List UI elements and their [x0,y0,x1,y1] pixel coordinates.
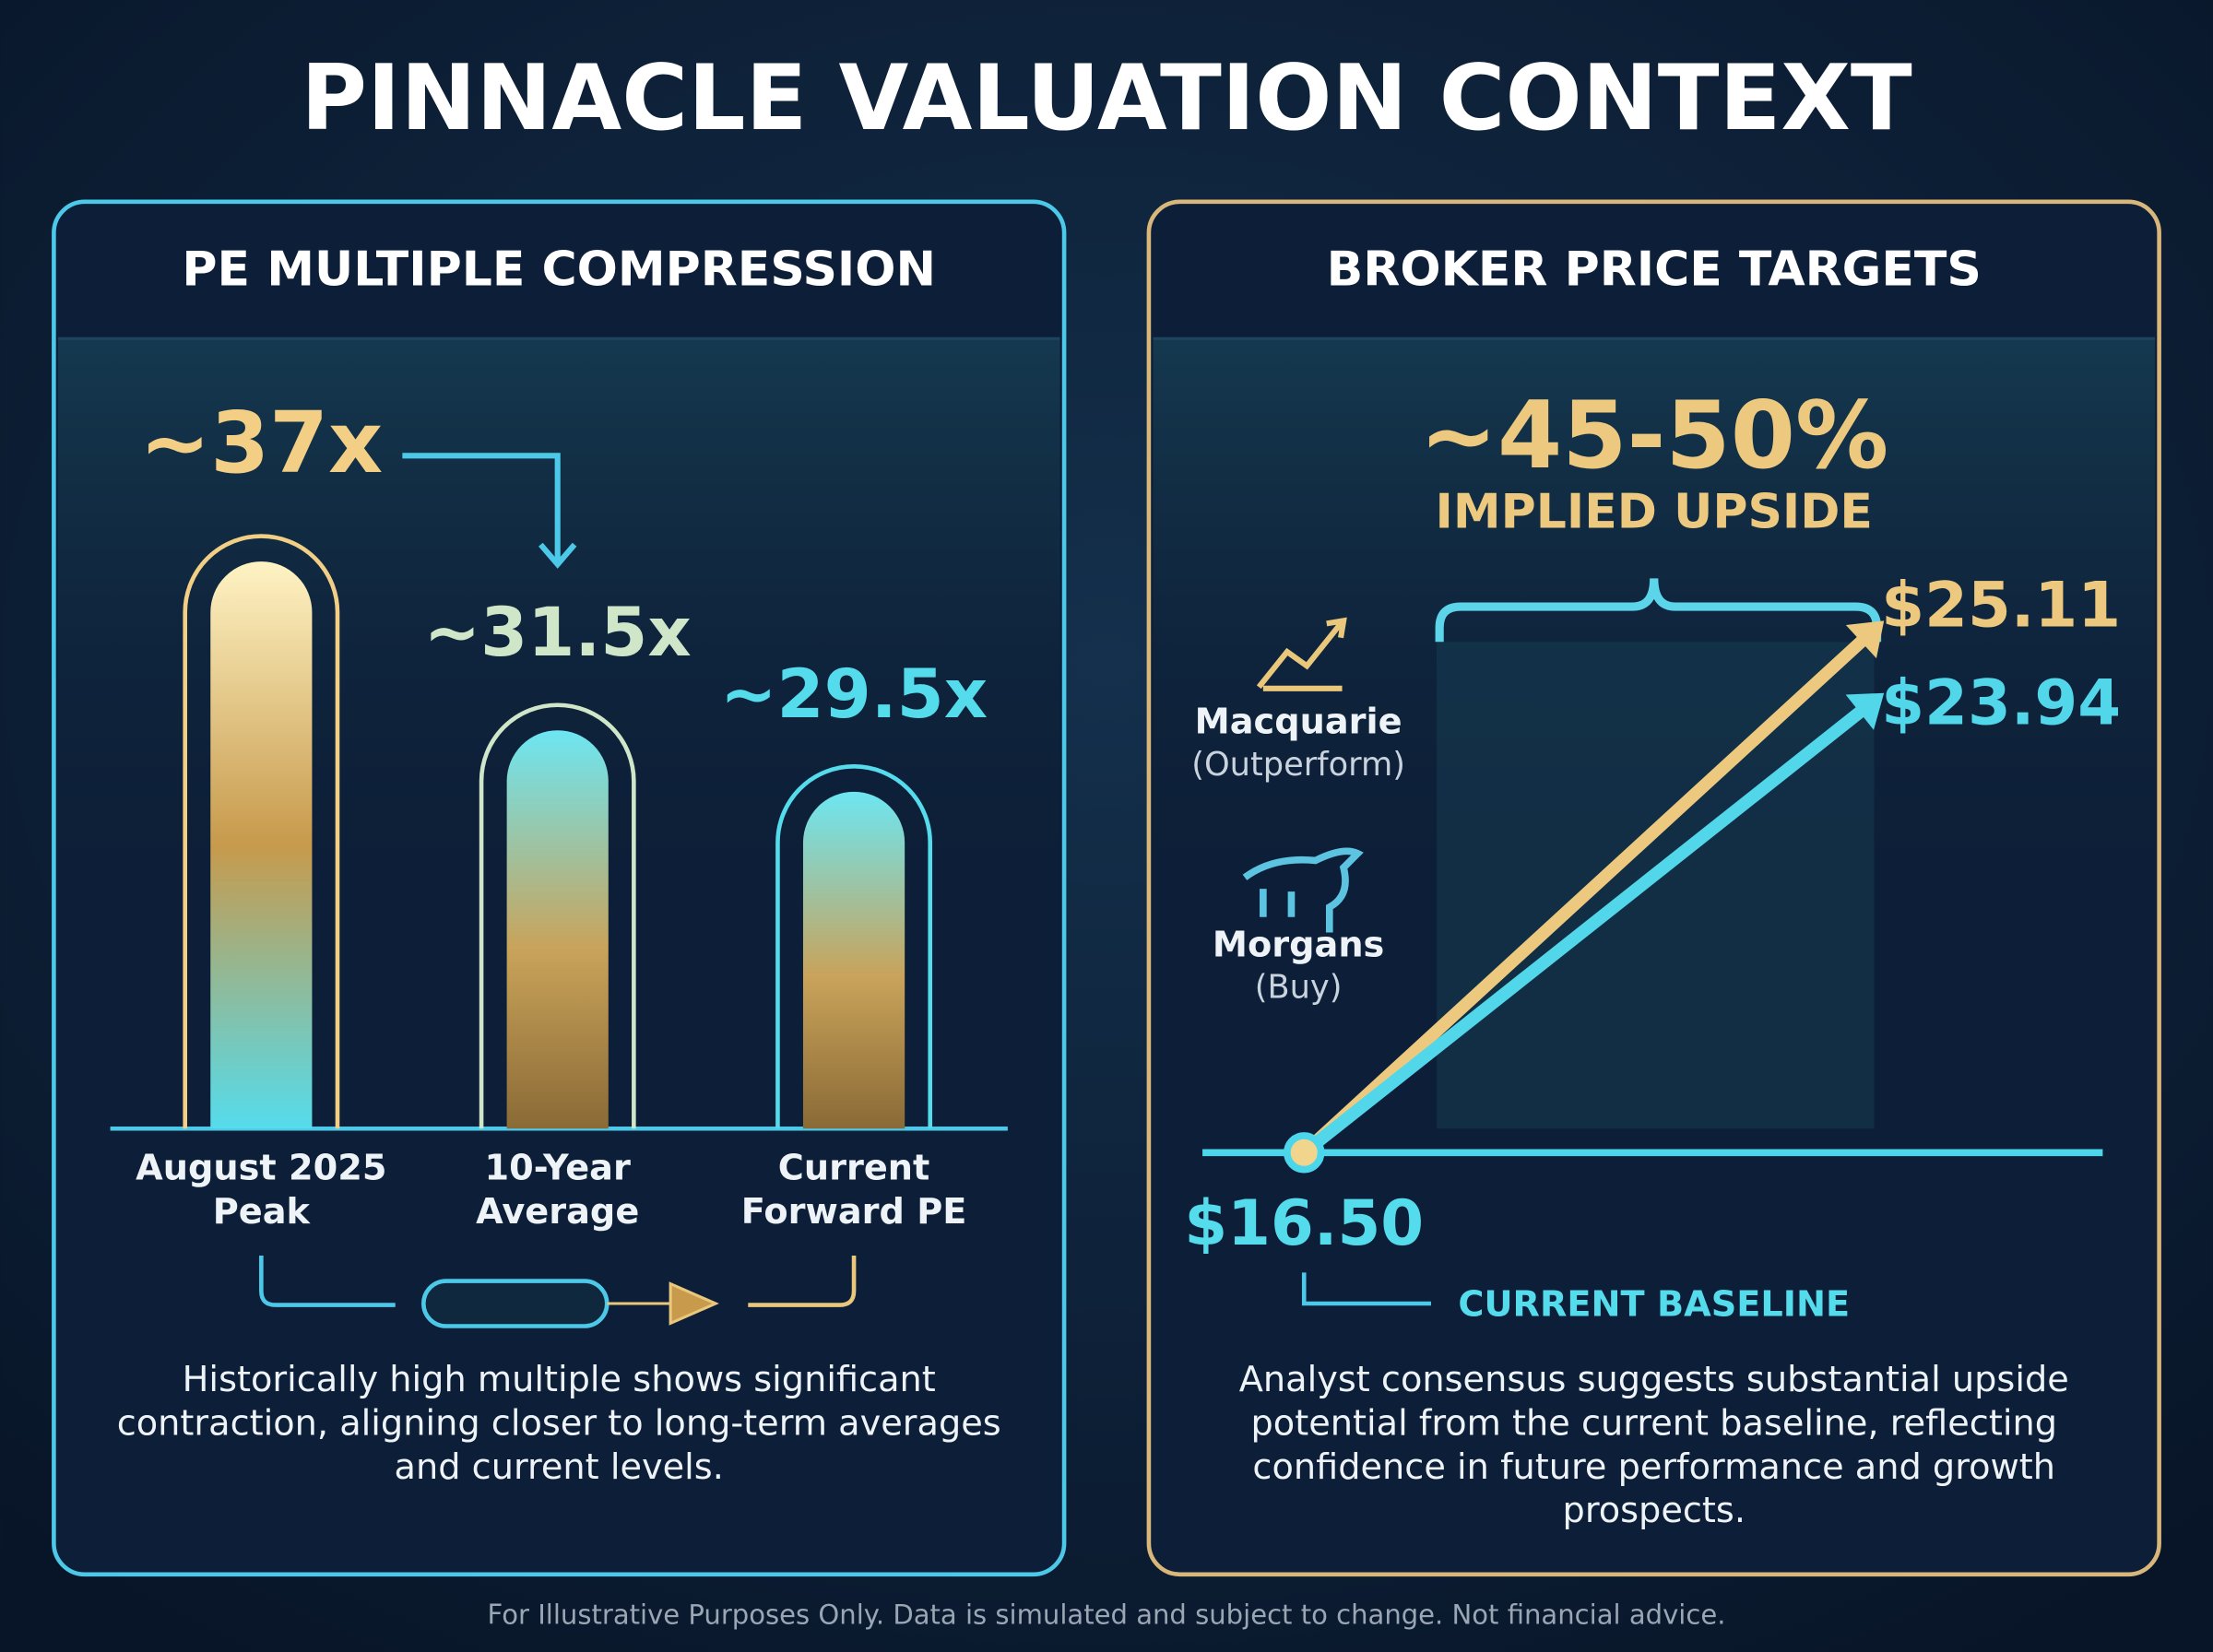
bar-outline [479,702,636,1129]
category-label-box: Current Forward PE [740,1147,967,1232]
compression-arrow [402,453,577,569]
panel-title: PE MULTIPLE COMPRESSION [182,242,936,297]
target-label: $23.94 [1881,667,2121,739]
arrow-head [1845,620,1885,659]
connector-pill [421,1279,609,1328]
bar-outline [183,534,340,1129]
panel-title: BROKER PRICE TARGETS [1327,242,1982,297]
broker-name: Macquarie [1195,702,1402,743]
category-label: August 2025 Peak [136,1147,387,1232]
growth-icon [1256,617,1347,691]
baseline-caption: CURRENT BASELINE [1458,1284,1850,1326]
upside-value: ~45-50% [1419,381,1888,490]
value-label: ~31.5x [424,594,692,672]
target-arrow [1297,705,1866,1160]
upside-brace [1435,578,1882,643]
description: Historically high multiple shows signifi… [116,1358,1001,1487]
connector-arrow [607,1281,719,1326]
bar [506,730,609,1129]
target-label: $25.11 [1881,570,2121,642]
footer: For Illustrative Purposes Only. Data is … [488,1599,1726,1631]
baseline-label: $16.50 [1184,1187,1424,1259]
value-label: ~29.5x [720,655,988,734]
baseline-point [1284,1132,1325,1174]
page-title: PINNACLE VALUATION CONTEXT [301,46,1912,151]
bar [210,561,313,1129]
description-box: Historically high multiple shows signifi… [116,1358,1001,1487]
description-box: Analyst consensus suggests substantial u… [1238,1358,2069,1531]
category-label-box: 10-Year Average [476,1147,640,1232]
target-arrow [1297,635,1868,1160]
bull-icon [1242,847,1364,933]
bar-outline [775,764,933,1129]
category-label-box: August 2025 Peak [136,1147,387,1232]
broker-name: Morgans [1213,924,1384,965]
upside-text: IMPLIED UPSIDE [1436,485,1873,540]
bar [802,791,905,1129]
broker-rating: (Buy) [1255,969,1343,1007]
broker-rating: (Outperform) [1191,746,1405,784]
arrow-head [1845,692,1885,730]
connector [259,1255,396,1307]
category-label: 10-Year Average [476,1147,640,1232]
value-label: ~37x [139,394,383,492]
upside-zone [1437,642,1875,1129]
description: Analyst consensus suggests substantial u… [1238,1358,2069,1531]
baseline-pointer [1301,1272,1431,1306]
connector [748,1255,857,1307]
category-label: Current Forward PE [740,1147,967,1232]
